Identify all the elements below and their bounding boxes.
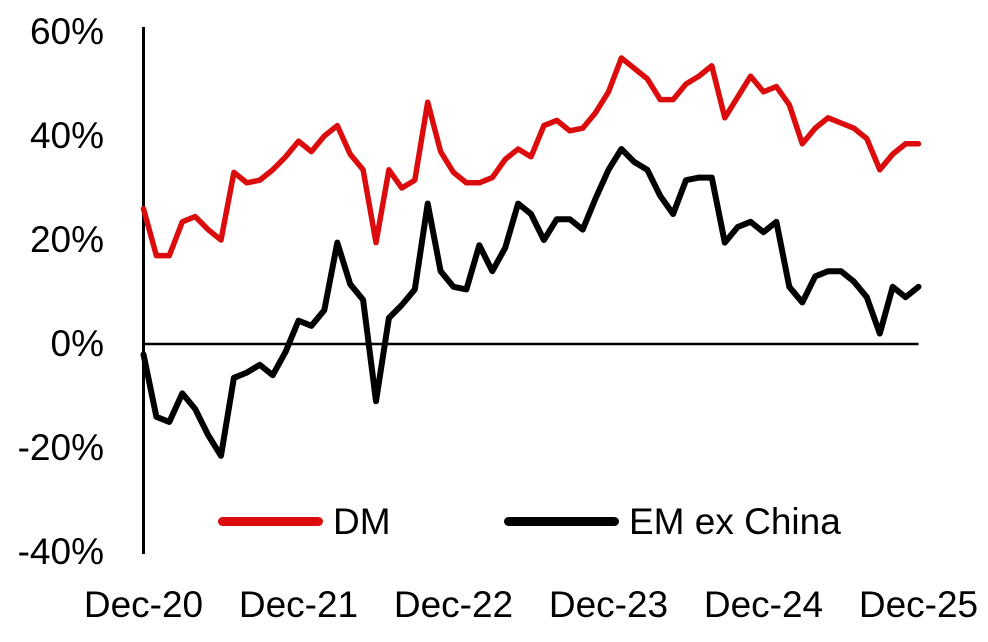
legend-item-dm: DM	[218, 503, 391, 540]
x-axis-label: Dec-21	[238, 584, 359, 625]
x-axis-label: Dec-22	[393, 584, 514, 625]
x-axis-label: Dec-25	[858, 584, 979, 625]
y-axis-label: 0%	[50, 322, 104, 364]
legend-swatch-em-ex-china	[504, 517, 619, 526]
legend-swatch-dm	[218, 517, 323, 526]
legend-label-dm: DM	[333, 501, 391, 542]
y-axis-label: 20%	[29, 218, 104, 260]
y-axis-label: -20%	[17, 426, 104, 468]
x-axis-label: Dec-24	[703, 584, 824, 625]
legend-item-em-ex-china: EM ex China	[504, 503, 841, 540]
y-axis-label: 60%	[29, 10, 104, 52]
legend-label-em-ex-china: EM ex China	[629, 501, 841, 542]
em-ex-china-line	[140, 146, 922, 459]
x-axis-label: Dec-20	[83, 584, 204, 625]
x-axis-label: Dec-23	[548, 584, 669, 625]
y-axis-label: 40%	[29, 114, 104, 156]
dm-line	[140, 55, 922, 259]
y-axis-label: -40%	[17, 530, 104, 572]
